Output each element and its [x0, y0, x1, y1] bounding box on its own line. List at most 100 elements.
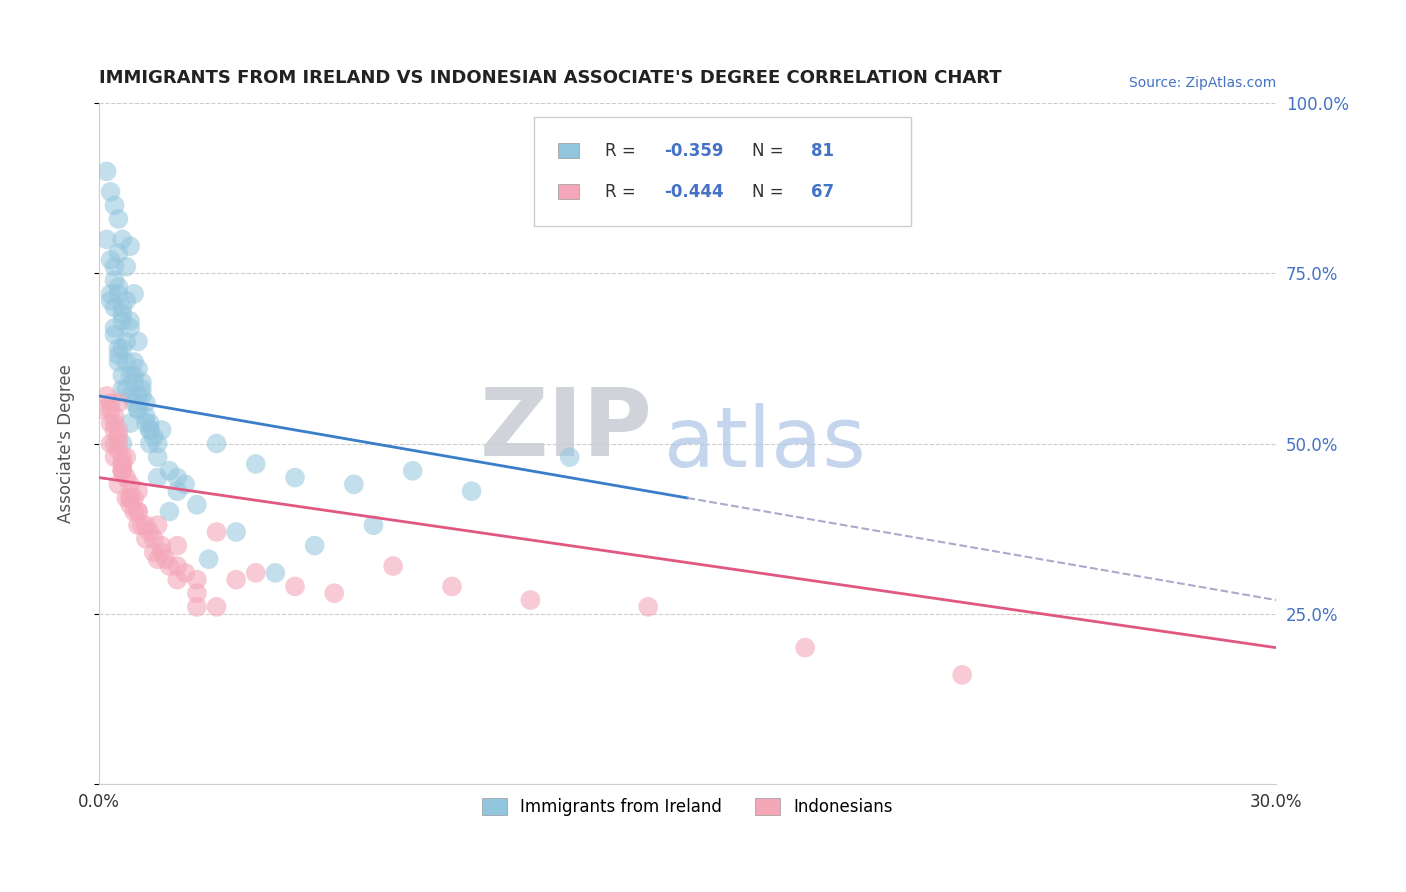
Point: [96, 232, 118, 246]
Point: [100, 252, 122, 267]
Point: [100, 436, 122, 450]
Point: [146, 518, 169, 533]
Point: [120, 477, 142, 491]
Point: [111, 232, 134, 246]
Y-axis label: Associate's Degree: Associate's Degree: [58, 364, 75, 523]
Point: [115, 293, 138, 308]
Point: [111, 457, 134, 471]
Point: [127, 402, 149, 417]
Point: [637, 599, 659, 614]
Point: [166, 573, 188, 587]
Point: [103, 301, 125, 315]
Point: [142, 430, 165, 444]
Point: [107, 430, 129, 444]
Point: [107, 436, 129, 450]
Point: [107, 286, 129, 301]
Point: [107, 477, 129, 491]
Text: R =: R =: [605, 183, 641, 201]
Point: [205, 436, 228, 450]
Point: [186, 586, 208, 600]
Point: [146, 552, 169, 566]
Point: [120, 314, 142, 328]
Point: [127, 361, 149, 376]
Point: [103, 409, 125, 424]
Point: [120, 368, 142, 383]
Point: [111, 457, 134, 471]
Point: [120, 416, 142, 430]
Point: [103, 450, 125, 465]
Point: [197, 552, 219, 566]
Point: [115, 382, 138, 396]
Point: [245, 566, 267, 580]
Point: [122, 491, 145, 505]
Point: [440, 579, 463, 593]
Point: [111, 436, 134, 450]
Point: [120, 498, 142, 512]
Point: [304, 539, 326, 553]
Point: [120, 491, 142, 505]
Point: [245, 457, 267, 471]
Point: [100, 416, 122, 430]
Point: [135, 518, 157, 533]
Point: [115, 470, 138, 484]
Point: [205, 524, 228, 539]
Point: [107, 355, 129, 369]
Point: [127, 334, 149, 349]
Point: [402, 464, 425, 478]
Point: [127, 505, 149, 519]
Point: [96, 164, 118, 178]
Point: [150, 539, 173, 553]
Point: [103, 436, 125, 450]
Point: [131, 389, 153, 403]
Point: [111, 368, 134, 383]
Point: [131, 518, 153, 533]
Text: -0.444: -0.444: [664, 183, 724, 201]
Point: [205, 599, 228, 614]
Point: [225, 573, 247, 587]
Point: [103, 327, 125, 342]
Point: [139, 416, 162, 430]
Text: Source: ZipAtlas.com: Source: ZipAtlas.com: [1129, 76, 1277, 90]
Text: 81: 81: [811, 142, 834, 160]
Point: [100, 395, 122, 409]
Point: [135, 532, 157, 546]
Point: [115, 491, 138, 505]
Point: [159, 505, 181, 519]
Point: [139, 524, 162, 539]
Point: [127, 518, 149, 533]
Point: [150, 545, 173, 559]
Point: [146, 450, 169, 465]
Point: [100, 402, 122, 417]
Point: [558, 450, 581, 465]
Point: [131, 376, 153, 390]
Point: [111, 464, 134, 478]
Point: [146, 436, 169, 450]
Point: [107, 280, 129, 294]
Point: [115, 450, 138, 465]
Point: [186, 573, 208, 587]
Point: [950, 668, 973, 682]
Text: ZIP: ZIP: [479, 384, 652, 476]
Point: [166, 559, 188, 574]
Point: [107, 395, 129, 409]
Point: [107, 443, 129, 458]
Point: [100, 185, 122, 199]
Text: -0.359: -0.359: [664, 142, 724, 160]
Point: [142, 545, 165, 559]
Point: [159, 559, 181, 574]
Point: [100, 293, 122, 308]
Point: [111, 301, 134, 315]
Point: [115, 334, 138, 349]
Point: [111, 464, 134, 478]
Point: [284, 579, 307, 593]
Point: [150, 423, 173, 437]
Point: [107, 348, 129, 362]
Point: [155, 552, 177, 566]
Point: [111, 307, 134, 321]
Point: [122, 286, 145, 301]
Point: [166, 470, 188, 484]
Point: [122, 355, 145, 369]
Text: N =: N =: [752, 142, 789, 160]
Point: [363, 518, 385, 533]
Point: [115, 260, 138, 274]
